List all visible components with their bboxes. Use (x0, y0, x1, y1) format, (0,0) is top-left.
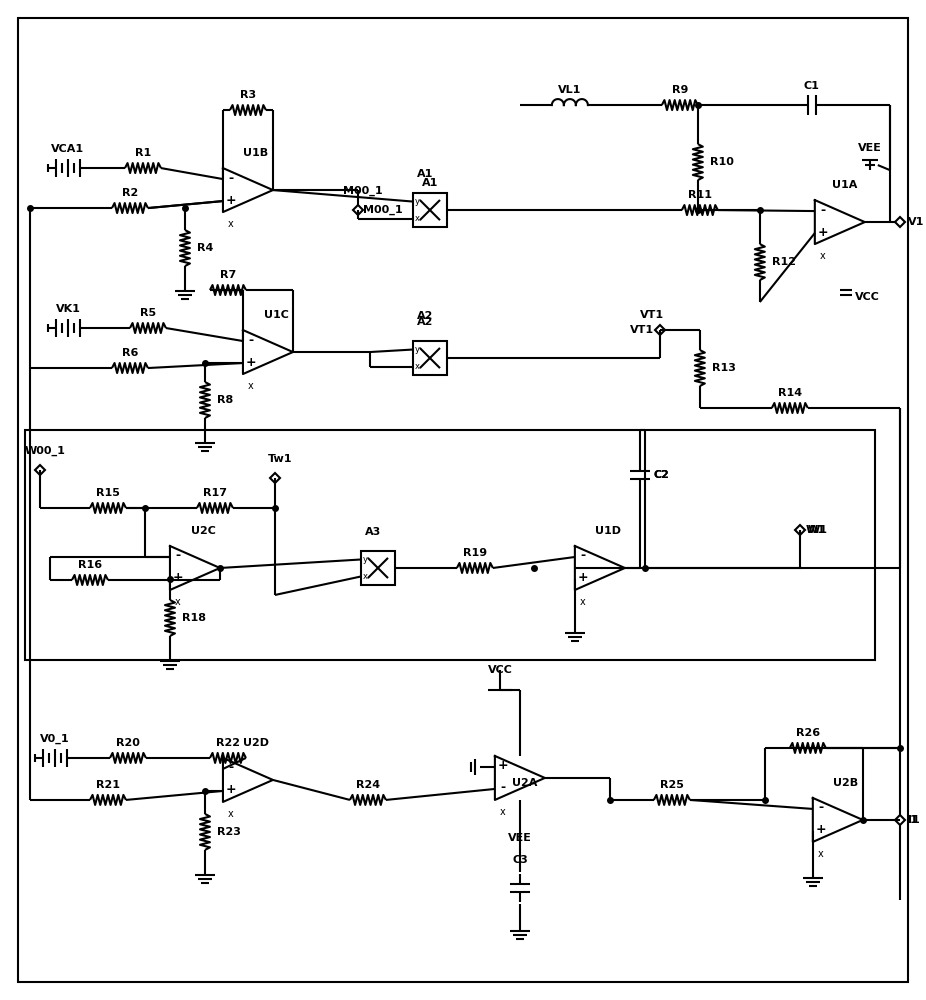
Text: U1D: U1D (594, 526, 620, 536)
Text: I1: I1 (907, 815, 920, 825)
Text: U2D: U2D (243, 738, 269, 748)
Text: R11: R11 (688, 190, 712, 200)
Text: M00_1: M00_1 (344, 186, 382, 196)
Text: y: y (415, 345, 419, 354)
Text: -: - (500, 781, 506, 794)
Text: +: + (226, 783, 236, 796)
Text: U2B: U2B (833, 778, 858, 788)
Text: x: x (248, 381, 254, 391)
Text: Tw1: Tw1 (268, 454, 293, 464)
Text: R5: R5 (140, 308, 156, 318)
Text: C2: C2 (654, 470, 669, 480)
Text: R26: R26 (795, 728, 820, 738)
Text: -: - (819, 801, 823, 814)
Text: R1: R1 (135, 148, 151, 158)
Text: A1: A1 (417, 169, 433, 179)
Bar (413, 193, 447, 227)
Text: R9: R9 (671, 85, 688, 95)
Text: R25: R25 (660, 780, 683, 790)
Text: W1: W1 (806, 525, 826, 535)
Text: +: + (578, 571, 588, 584)
Text: I1: I1 (906, 815, 918, 825)
Text: -: - (248, 334, 254, 347)
Text: VK1: VK1 (56, 304, 81, 314)
Text: +: + (816, 823, 826, 836)
Text: U2A: U2A (512, 778, 538, 788)
Text: x: x (415, 362, 419, 371)
Text: y: y (363, 555, 368, 564)
Text: R21: R21 (96, 780, 120, 790)
Text: x: x (363, 572, 368, 581)
Text: R18: R18 (182, 613, 206, 623)
Text: R19: R19 (463, 548, 487, 558)
Text: R2: R2 (122, 188, 138, 198)
Text: x: x (228, 219, 234, 229)
Text: W00_1: W00_1 (25, 446, 66, 456)
Text: R14: R14 (778, 388, 802, 398)
Text: -: - (175, 549, 181, 562)
Text: R3: R3 (240, 90, 256, 100)
Text: A3: A3 (365, 527, 381, 537)
Text: VT1: VT1 (630, 325, 654, 335)
Bar (361, 551, 394, 585)
Text: x: x (415, 214, 419, 223)
Text: R4: R4 (197, 243, 213, 253)
Text: R12: R12 (772, 257, 795, 267)
Text: R7: R7 (219, 270, 236, 280)
Text: VEE: VEE (508, 833, 532, 843)
Text: M00_1: M00_1 (363, 205, 403, 215)
Text: C2: C2 (654, 470, 669, 480)
Text: VEE: VEE (857, 143, 882, 153)
Text: x: x (175, 597, 181, 607)
Text: C1: C1 (804, 81, 820, 91)
Text: V0_1: V0_1 (40, 734, 69, 744)
Text: U1C: U1C (264, 310, 288, 320)
Text: A2: A2 (417, 311, 433, 321)
Text: R8: R8 (217, 395, 233, 405)
Text: +: + (226, 194, 236, 207)
Text: x: x (228, 809, 234, 819)
Text: x: x (580, 597, 586, 607)
Text: VT1: VT1 (640, 310, 664, 320)
Text: A1: A1 (421, 178, 438, 188)
Text: R6: R6 (122, 348, 138, 358)
Text: +: + (497, 759, 508, 772)
Text: x: x (820, 251, 826, 261)
Text: C3: C3 (512, 855, 528, 865)
Text: +: + (818, 226, 828, 239)
Text: R13: R13 (712, 363, 736, 373)
Text: +: + (172, 571, 183, 584)
Text: VCC: VCC (487, 665, 512, 675)
Text: VL1: VL1 (558, 85, 582, 95)
Text: VCA1: VCA1 (52, 144, 84, 154)
Text: y: y (415, 197, 419, 206)
Text: R24: R24 (356, 780, 380, 790)
Text: V1: V1 (907, 217, 924, 227)
Text: U1B: U1B (244, 148, 269, 158)
Text: -: - (581, 549, 585, 562)
Text: -: - (229, 172, 233, 185)
Text: VCC: VCC (855, 292, 880, 302)
Text: R10: R10 (710, 157, 733, 167)
Text: A2: A2 (417, 317, 433, 327)
Text: U1A: U1A (832, 180, 857, 190)
Text: R17: R17 (203, 488, 227, 498)
Text: +: + (245, 356, 257, 369)
Text: U2C: U2C (191, 526, 216, 536)
Text: W1: W1 (807, 525, 828, 535)
Text: R16: R16 (78, 560, 102, 570)
Text: R20: R20 (116, 738, 140, 748)
Text: R23: R23 (217, 827, 241, 837)
Text: x: x (818, 849, 824, 859)
Bar (25, 430, 875, 660)
Text: x: x (500, 807, 506, 817)
Bar (413, 341, 447, 375)
Text: R15: R15 (96, 488, 119, 498)
Text: -: - (229, 761, 233, 774)
Text: R22: R22 (216, 738, 240, 748)
Text: -: - (820, 204, 825, 217)
